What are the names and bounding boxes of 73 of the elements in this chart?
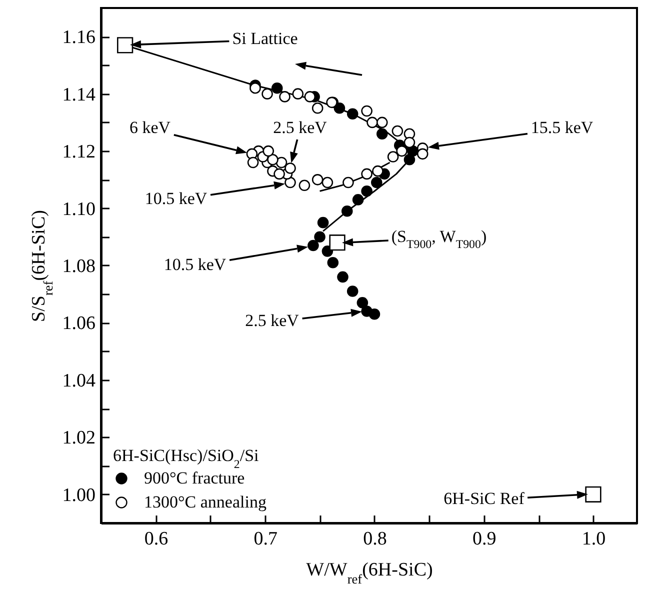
x-tick-label: 0.9 xyxy=(472,528,496,550)
y-tick-label: 1.14 xyxy=(62,84,96,106)
point xyxy=(279,91,290,102)
point xyxy=(304,91,316,102)
point xyxy=(356,297,368,308)
point xyxy=(361,185,372,197)
y-tick-label: 1.08 xyxy=(62,256,96,277)
point xyxy=(368,308,380,320)
point xyxy=(334,102,346,114)
point xyxy=(404,136,416,148)
point xyxy=(342,176,354,188)
point xyxy=(271,82,283,94)
point xyxy=(404,154,416,166)
point xyxy=(329,234,346,251)
legend-label: 900°C fracture xyxy=(144,468,245,488)
point xyxy=(298,180,310,192)
point xyxy=(327,257,339,268)
legend-title: 6H-SiC(Hsc)/SiO$_{2}$/Si xyxy=(113,446,260,471)
annotation: 6 keV xyxy=(129,118,172,137)
point xyxy=(284,162,296,174)
y-tick-label: 1.04 xyxy=(62,370,96,392)
point xyxy=(322,176,334,188)
point xyxy=(274,168,285,180)
point xyxy=(416,148,428,160)
x-tick-label: 1.0 xyxy=(582,528,606,550)
point xyxy=(317,216,329,228)
point xyxy=(292,88,304,100)
y-tick-label: 1.12 xyxy=(62,142,96,163)
legend-label: 1300°C annealing xyxy=(144,492,267,512)
point xyxy=(376,128,388,140)
y-tick-label: 1.16 xyxy=(62,27,96,48)
point xyxy=(352,194,364,206)
point xyxy=(376,116,388,128)
x-tick-label: 0.7 xyxy=(254,528,278,550)
point xyxy=(312,102,324,114)
point xyxy=(346,108,358,120)
annotation: 2.5 keV xyxy=(245,310,300,330)
annotation: 2.5 keV xyxy=(273,118,328,137)
point xyxy=(372,165,384,177)
point xyxy=(341,206,353,217)
point xyxy=(392,125,404,137)
x-tick-label: 0.6 xyxy=(144,528,168,550)
point xyxy=(337,271,348,283)
point xyxy=(284,176,296,188)
annotation: 10.5 keV xyxy=(144,188,208,208)
y-tick-label: 1.10 xyxy=(62,198,96,220)
annotation: (S$_{T900}$, W$_{T900}$) xyxy=(391,226,487,251)
y-tick-label: 1.06 xyxy=(62,313,96,334)
y-tick-label: 1.02 xyxy=(62,428,96,449)
point xyxy=(267,154,278,166)
annotation: Si Lattice xyxy=(232,28,298,48)
point xyxy=(361,105,372,117)
point xyxy=(262,145,274,157)
point xyxy=(387,151,399,162)
x-tick-label: 0.8 xyxy=(363,528,387,550)
annotation: 15.5 keV xyxy=(530,118,594,137)
point xyxy=(371,176,382,188)
point xyxy=(312,174,324,186)
point xyxy=(262,88,273,100)
point xyxy=(346,286,358,297)
x-axis-title: W/W$_{ref}$(6H-SiC) xyxy=(306,560,433,586)
point xyxy=(396,145,408,157)
y-tick-label: 1.00 xyxy=(62,484,96,506)
annotation: 10.5 keV xyxy=(164,254,227,274)
point xyxy=(366,116,378,128)
point xyxy=(361,168,372,180)
point xyxy=(117,37,134,54)
point xyxy=(250,82,261,94)
point xyxy=(585,486,602,502)
point xyxy=(308,240,319,252)
point xyxy=(314,231,326,243)
point xyxy=(247,156,259,168)
annotation: 6H-SiC Ref xyxy=(444,488,525,508)
